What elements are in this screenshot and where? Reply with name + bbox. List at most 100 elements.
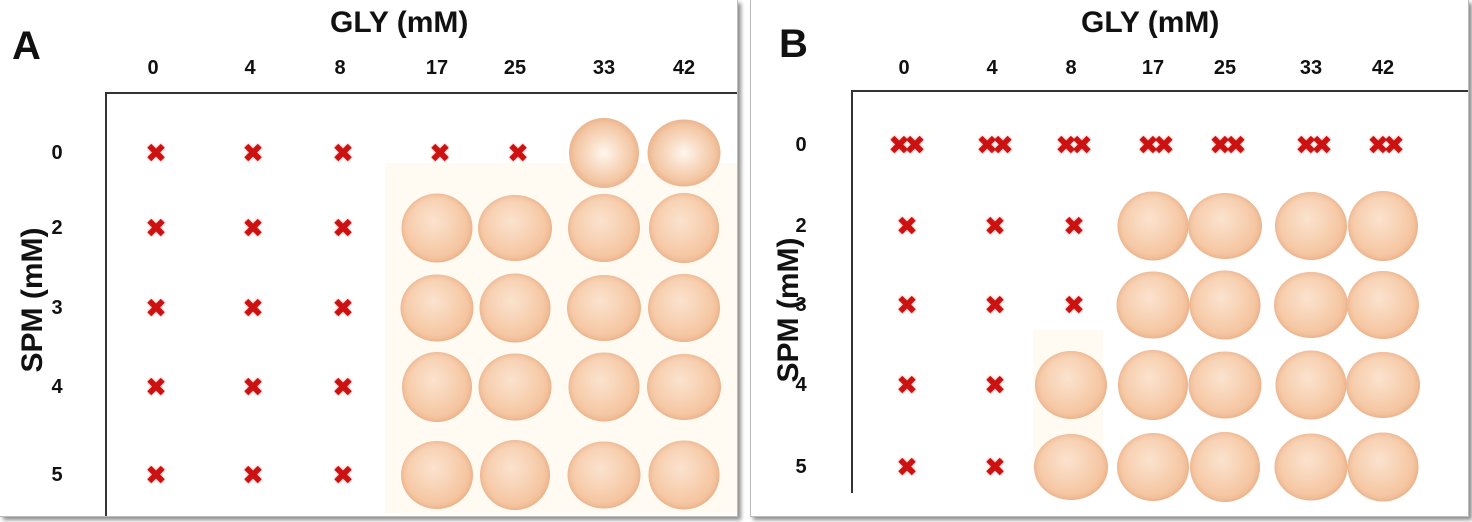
cross-mark: ✖ [1063,290,1085,320]
film-disc [569,118,639,188]
gly-tick-label: 25 [503,57,527,79]
gly-tick-label: 0 [147,57,159,79]
spm-tick-label: 3 [51,297,63,319]
cross-mark: ✖ [896,290,918,320]
film-disc [648,440,720,510]
double-cross-mark: ✖✖ [1367,130,1404,160]
cross-mark: ✖ [332,460,354,490]
film-disc [1116,271,1190,339]
cross-mark: ✖ [145,213,167,243]
cross-mark: ✖ [1063,211,1085,241]
gly-tick-label: 4 [244,57,256,79]
gly-tick-label: 17 [1141,57,1165,79]
film-disc [1189,270,1261,340]
panel-b: B GLY (mM) SPM (mM) 0 4 8 17 25 33 42 0 2 3 4 5 ✖✖ ✖✖ ✖✖ ✖… [750,0,1469,517]
cross-mark: ✖ [145,372,167,402]
spm-tick-label: 0 [51,142,63,164]
double-cross-mark: ✖✖ [1209,130,1246,160]
film-disc [567,275,641,341]
gly-tick-label: 8 [334,57,346,79]
cross-mark: ✖ [896,211,918,241]
film-disc [567,441,641,509]
gly-tick-label: 33 [592,57,616,79]
double-cross-mark: ✖✖ [976,130,1013,160]
spm-tick-label: 2 [51,217,63,239]
cross-mark: ✖ [242,213,264,243]
film-disc [568,352,640,422]
film-disc [400,274,474,342]
film-disc [401,441,473,509]
gly-tick-label: 17 [425,57,449,79]
film-disc [1188,193,1262,259]
cross-mark: ✖ [429,138,451,168]
spm-tick-label: 0 [795,134,807,156]
cross-mark: ✖ [984,452,1006,482]
double-cross-mark: ✖✖ [1295,130,1332,160]
cross-mark: ✖ [332,213,354,243]
gly-tick-label: 42 [672,57,696,79]
film-disc [1348,191,1418,261]
gly-tick-label: 33 [1299,57,1323,79]
gly-tick-label: 42 [1371,57,1395,79]
cross-mark: ✖ [984,290,1006,320]
double-cross-mark: ✖✖ [1137,130,1174,160]
film-disc [479,273,551,343]
cross-mark: ✖ [145,460,167,490]
spm-tick-label: 2 [795,215,807,237]
cross-mark: ✖ [242,460,264,490]
double-cross-mark: ✖✖ [1055,130,1092,160]
gly-tick-label: 4 [986,57,998,79]
spm-tick-label: 3 [795,294,807,316]
cross-mark: ✖ [984,370,1006,400]
film-disc [568,194,640,262]
film-disc [647,119,721,187]
film-disc [1188,351,1262,419]
film-disc [1275,192,1347,260]
film-disc [1190,432,1260,502]
cross-mark: ✖ [332,372,354,402]
film-disc [402,352,472,422]
panel-letter: B [779,22,808,66]
x-axis-title: GLY (mM) [1081,6,1220,39]
gly-tick-label: 8 [1065,57,1077,79]
top-axis-line [851,90,1468,92]
top-axis-line [105,92,737,94]
spm-tick-label: 5 [795,456,807,478]
gly-tick-label: 25 [1213,57,1237,79]
cross-mark: ✖ [242,372,264,402]
cross-mark: ✖ [507,138,529,168]
left-axis-line [105,92,107,516]
cross-mark: ✖ [896,452,918,482]
left-axis-line [851,90,853,493]
film-disc [1347,271,1419,339]
film-disc [1034,434,1108,500]
cross-mark: ✖ [242,293,264,323]
double-cross-mark: ✖✖ [888,130,925,160]
film-disc [648,274,720,342]
film-disc [649,193,719,263]
film-disc [1347,432,1419,502]
film-disc [647,354,721,420]
film-disc [1274,272,1348,338]
gly-tick-label: 0 [898,57,910,79]
spm-tick-label: 4 [51,376,63,398]
cross-mark: ✖ [984,211,1006,241]
film-disc [1274,433,1348,501]
cross-mark: ✖ [242,138,264,168]
panel-letter: A [12,24,41,68]
film-disc [1346,352,1420,418]
film-disc [401,193,473,263]
cross-mark: ✖ [332,138,354,168]
panel-a: A GLY (mM) SPM (mM) 0 4 8 17 25 33 42 0 2 3 4 5 ✖ ✖ ✖ ✖ ✖ ✖ ✖… [0,0,738,517]
cross-mark: ✖ [145,293,167,323]
film-disc [1118,350,1188,420]
x-axis-title: GLY (mM) [330,6,469,39]
spm-tick-label: 5 [51,464,63,486]
film-disc [478,353,552,421]
film-disc [480,440,550,510]
cross-mark: ✖ [896,370,918,400]
cross-mark: ✖ [332,293,354,323]
film-disc [1117,433,1189,501]
film-disc [478,195,552,261]
film-disc [1117,191,1189,261]
